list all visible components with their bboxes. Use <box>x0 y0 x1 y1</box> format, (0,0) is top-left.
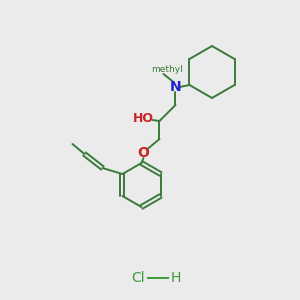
Text: N: N <box>170 80 181 94</box>
Text: HO: HO <box>133 112 154 124</box>
Text: methyl: methyl <box>152 64 183 74</box>
Text: Cl: Cl <box>131 271 145 285</box>
Text: O: O <box>137 146 149 160</box>
Text: methyl: methyl <box>161 70 166 72</box>
Text: H: H <box>171 271 181 285</box>
